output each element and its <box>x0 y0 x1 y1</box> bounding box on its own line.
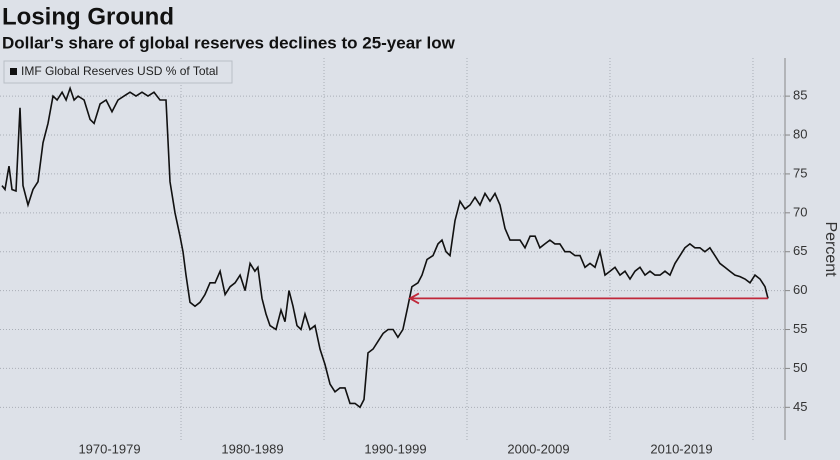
x-tick-label: 2010-2019 <box>650 441 712 456</box>
arrow-head <box>408 292 420 305</box>
y-tick-label: 85 <box>793 88 807 103</box>
y-tick-label: 50 <box>793 360 807 375</box>
legend-label: IMF Global Reserves USD % of Total <box>21 64 218 78</box>
chart-title: Losing Ground <box>2 3 174 30</box>
y-axis-label: Percent <box>822 221 839 277</box>
y-tick-label: 55 <box>793 321 807 336</box>
y-tick-label: 75 <box>793 165 807 180</box>
y-tick-label: 80 <box>793 126 807 141</box>
y-tick-label: 45 <box>793 399 807 414</box>
y-tick-label: 60 <box>793 282 807 297</box>
y-tick-label: 65 <box>793 243 807 258</box>
data-line <box>1 85 769 409</box>
y-tick-label: 70 <box>793 204 807 219</box>
x-tick-label: 1990-1999 <box>364 441 426 456</box>
x-tick-label: 2000-2009 <box>507 441 569 456</box>
x-tick-label: 1970-1979 <box>78 441 140 456</box>
legend-swatch <box>10 68 17 75</box>
x-tick-label: 1980-1989 <box>221 441 283 456</box>
chart-subtitle: Dollar's share of global reserves declin… <box>2 33 456 52</box>
legend-box <box>3 60 233 84</box>
